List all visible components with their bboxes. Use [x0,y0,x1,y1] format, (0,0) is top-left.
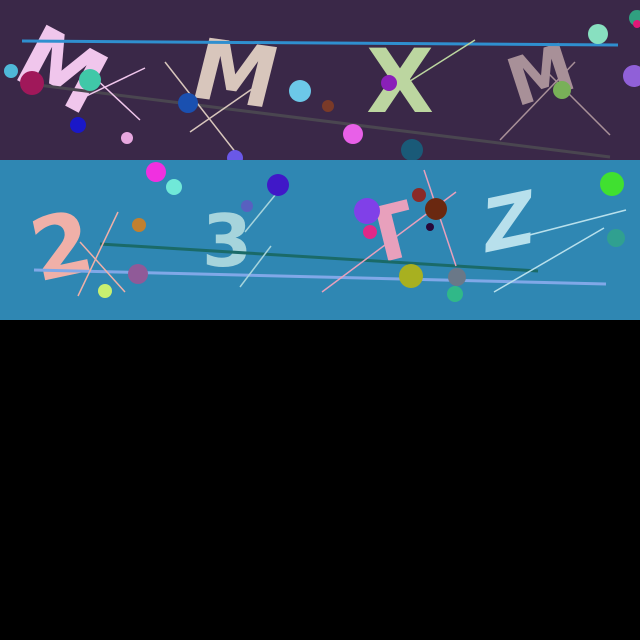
captcha-char: X [366,30,434,133]
noise-dot [623,65,640,87]
noise-line [544,69,611,136]
noise-dot [425,198,447,220]
noise-line [164,61,241,159]
lower-captcha-strip: 2 3 T Z [0,160,640,320]
noise-dot [20,71,44,95]
noise-dot [600,172,624,196]
noise-dot [588,24,608,44]
noise-dot [399,264,423,288]
noise-dot [98,284,112,298]
noise-dot [178,93,198,113]
noise-dot [166,179,182,195]
noise-dot [447,286,463,302]
noise-dot [363,225,377,239]
noise-dot [289,80,311,102]
noise-dot [267,174,289,196]
noise-dot [448,268,466,286]
noise-dot [354,198,380,224]
noise-dot [607,229,625,247]
noise-line [244,193,277,233]
noise-dot [381,75,397,91]
noise-dot [4,64,18,78]
upper-captcha-strip: M M X M [0,0,640,166]
upper-strip-background [0,0,640,160]
noise-line [189,79,266,133]
noise-line [486,209,627,247]
noise-dot [146,162,166,182]
noise-dot [322,100,334,112]
noise-line [493,227,605,293]
noise-line [21,39,619,47]
noise-line [77,67,146,101]
noise-line [79,241,126,293]
noise-dot [633,20,640,28]
noise-line [99,242,539,273]
noise-line [29,82,611,159]
noise-dot [412,188,426,202]
noise-dot [79,69,101,91]
noise-line [94,77,141,121]
lower-strip-background [0,160,640,320]
noise-dot [401,139,423,161]
noise-line [77,211,119,297]
noise-dot [70,117,86,133]
captcha-char: 3 [202,199,252,283]
noise-line [239,245,272,288]
noise-dot [553,81,571,99]
noise-line [379,39,476,101]
noise-dot [132,218,146,232]
noise-dot [426,223,434,231]
noise-dot [343,124,363,144]
noise-line [499,61,576,141]
captcha-char: Z [482,174,536,271]
noise-dot [121,132,133,144]
noise-dot [241,200,253,212]
noise-dot [128,264,148,284]
